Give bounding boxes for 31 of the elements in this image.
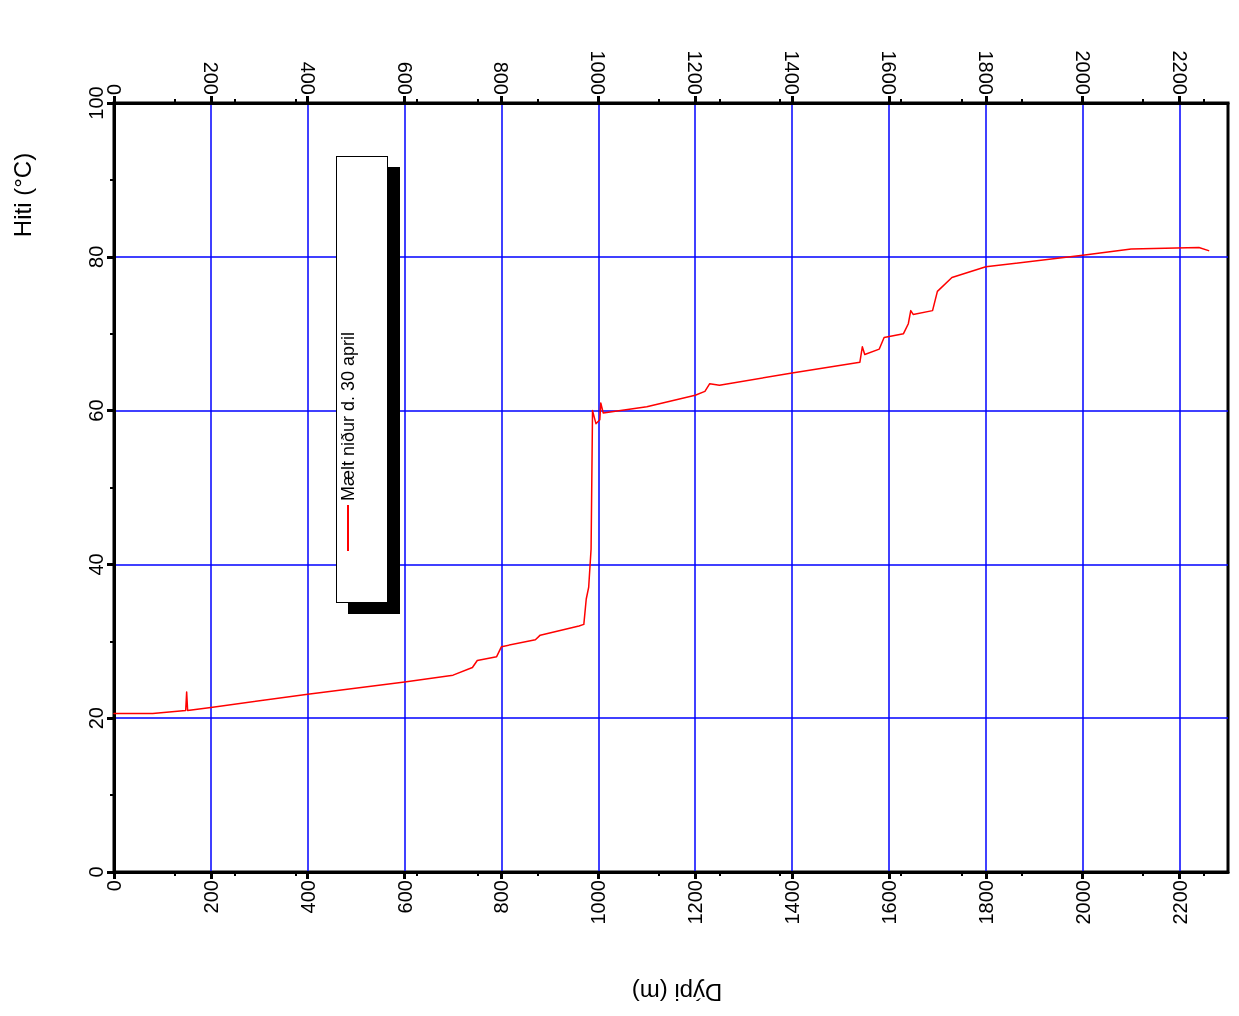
x-tick-label: 600 [393,880,416,914]
x-tick-label: 2000 [1071,880,1094,925]
x-tick-label: 800 [490,880,513,914]
x-tick-label: 200 [199,880,222,914]
x2-tick-label: 400 [296,61,319,95]
x-tick-label: 400 [296,880,319,914]
line-series [113,246,1210,715]
x2-tick-label: 600 [393,61,416,95]
y-tick-label: 40 [85,553,107,576]
x2-tick-label: 1600 [877,50,900,95]
x2-tick-label: 2000 [1071,50,1094,95]
x2-tick-label: 1400 [781,50,804,95]
x2-tick-label: 800 [490,61,513,95]
x-tick-label: 1000 [587,880,610,925]
x-tick-label: 1600 [877,880,900,925]
y-tick-label: 0 [85,866,107,878]
x-tick-label: 0 [103,880,125,892]
x2-tick-label: 1800 [974,50,997,95]
x2-tick-label: 1200 [684,50,707,95]
x-axis-title: Dýpi (m) [631,978,723,1006]
x-tick-label: 1200 [684,880,707,925]
x-tick-label: 2200 [1168,880,1191,925]
y-tick-label: 20 [85,707,107,730]
x-tick-label: 1800 [974,880,997,925]
x2-tick-label: 1000 [587,50,610,95]
y-tick-label: 80 [85,245,107,268]
y-tick-label: 60 [85,399,107,422]
x2-tick-label: 200 [199,61,222,95]
y-axis-title: Hiti (°C) [8,152,36,238]
x2-tick-label: 2200 [1168,50,1191,95]
x-tick-label: 1400 [781,880,804,925]
